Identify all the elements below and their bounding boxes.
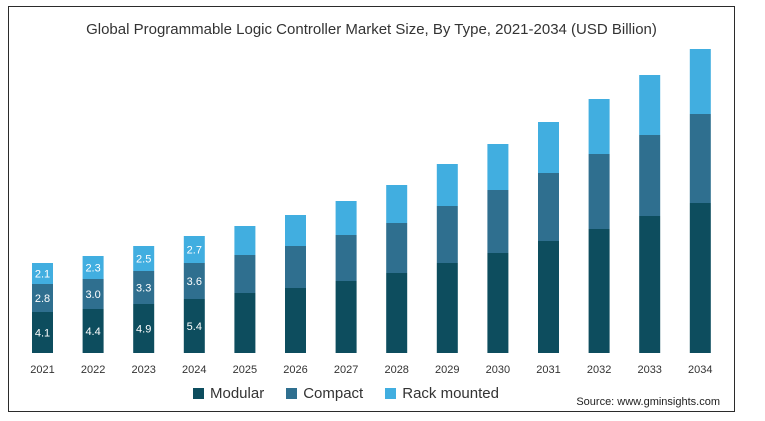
bar-modular-2030: [487, 253, 509, 353]
chart-title: Global Programmable Logic Controller Mar…: [86, 21, 657, 38]
bar-compact-2034: [689, 114, 711, 203]
chart-plot: 4.1 2.8 2.1 2021 4.4 3.0 2.3 2022 4.9 3.3 2.5 2023 5…: [30, 49, 713, 376]
bar-modular-2034: [689, 203, 711, 353]
legend-item-rack-mounted: Rack mounted: [385, 385, 499, 402]
x-tick-label-2022: 2022: [81, 364, 105, 376]
bar-compact-2031: [538, 173, 559, 241]
data-label-compact-2023: 3.3: [136, 283, 151, 295]
x-tick-label-2028: 2028: [384, 364, 408, 376]
x-tick-label-2025: 2025: [233, 364, 257, 376]
legend: Modular Compact Rack mounted: [193, 385, 499, 402]
bar-compact-2028: [386, 223, 408, 273]
bar-compact-2021: [32, 284, 53, 312]
bar-modular-2022: [82, 309, 104, 353]
bar-rack-mounted-2022: [82, 256, 104, 279]
bar-compact-2030: [487, 190, 509, 253]
x-tick-label-2031: 2031: [536, 364, 560, 376]
bar-modular-2023: [133, 304, 155, 353]
bar-rack-mounted-2031: [538, 122, 559, 173]
legend-label-rack-mounted: Rack mounted: [402, 385, 499, 402]
bar-modular-2027: [335, 281, 357, 353]
source-note: Source: www.gminsights.com: [576, 396, 720, 408]
data-label-modular-2023: 4.9: [136, 324, 151, 336]
legend-label-compact: Compact: [303, 385, 364, 402]
bar-modular-2029: [436, 263, 458, 353]
bar-compact-2022: [82, 279, 104, 309]
x-tick-label-2030: 2030: [486, 364, 510, 376]
x-tick-label-2026: 2026: [283, 364, 307, 376]
data-label-modular-2024: 5.4: [187, 321, 202, 333]
data-label-modular-2021: 4.1: [35, 328, 50, 340]
bar-rack-mounted-2028: [386, 185, 408, 223]
bar-rack-mounted-2030: [487, 144, 509, 190]
data-label-rack-mounted-2024: 2.7: [187, 245, 202, 257]
x-tick-label-2034: 2034: [688, 364, 712, 376]
bar-compact-2026: [285, 246, 306, 288]
bar-rack-mounted-2027: [335, 201, 357, 235]
x-tick-label-2027: 2027: [334, 364, 358, 376]
legend-item-modular: Modular: [193, 385, 264, 402]
legend-swatch-modular: [193, 388, 204, 399]
bar-modular-2025: [234, 293, 256, 353]
bar-rack-mounted-2024: [183, 236, 205, 263]
bar-compact-2024: [183, 263, 205, 299]
x-tick-label-2029: 2029: [435, 364, 459, 376]
x-tick-label-2032: 2032: [587, 364, 611, 376]
bar-compact-2027: [335, 235, 357, 281]
bar-compact-2023: [133, 271, 155, 304]
x-tick-label-2024: 2024: [182, 364, 206, 376]
data-label-rack-mounted-2021: 2.1: [35, 269, 50, 281]
data-label-modular-2022: 4.4: [85, 326, 100, 338]
bar-compact-2033: [639, 135, 661, 216]
legend-swatch-compact: [286, 388, 298, 399]
bar-modular-2033: [639, 216, 661, 353]
data-label-rack-mounted-2023: 2.5: [136, 254, 151, 266]
data-label-rack-mounted-2022: 2.3: [85, 263, 100, 275]
x-tick-label-2021: 2021: [30, 364, 54, 376]
bar-rack-mounted-2032: [588, 99, 610, 154]
bar-modular-2024: [183, 299, 205, 353]
data-label-compact-2022: 3.0: [85, 289, 100, 301]
bar-modular-2021: [32, 312, 53, 353]
bar-modular-2032: [588, 229, 610, 353]
bar-compact-2029: [436, 206, 458, 263]
bar-compact-2032: [588, 154, 610, 229]
bar-rack-mounted-2025: [234, 226, 256, 255]
bar-modular-2028: [386, 273, 408, 353]
bar-modular-2031: [538, 241, 559, 353]
bar-rack-mounted-2029: [436, 164, 458, 206]
bar-compact-2025: [234, 255, 256, 293]
legend-item-compact: Compact: [286, 385, 363, 402]
legend-label-modular: Modular: [210, 385, 265, 402]
chart-frame: Global Programmable Logic Controller Mar…: [8, 6, 735, 412]
x-tick-label-2033: 2033: [637, 364, 661, 376]
x-tick-label-2023: 2023: [131, 364, 155, 376]
bar-rack-mounted-2033: [639, 75, 661, 135]
data-label-compact-2021: 2.8: [35, 293, 50, 305]
bar-modular-2026: [285, 288, 306, 353]
bar-rack-mounted-2023: [133, 246, 155, 271]
data-label-compact-2024: 3.6: [187, 276, 202, 288]
bar-rack-mounted-2026: [285, 215, 306, 246]
bar-rack-mounted-2021: [32, 263, 53, 284]
bar-rack-mounted-2034: [689, 49, 711, 114]
legend-swatch-rack-mounted: [385, 388, 397, 399]
